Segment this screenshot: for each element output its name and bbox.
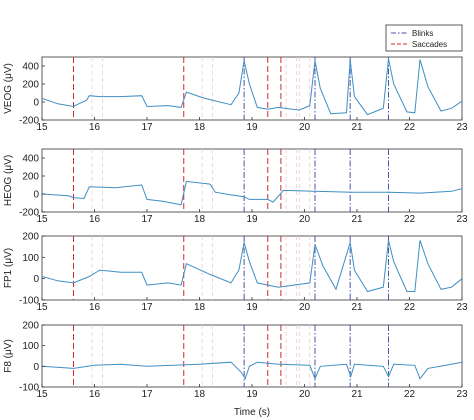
x-tick-label: 15: [36, 122, 48, 133]
legend-label: Saccades: [412, 40, 447, 49]
axes-frame: [41, 148, 463, 213]
x-tick-label: 19: [246, 389, 258, 400]
panel-3: 15 16 17 18 19 20 21 22 23 -100 0 100 200 FP1 (μV): [3, 232, 468, 314]
x-tick-label: 15: [36, 214, 48, 225]
x-tick-label: 16: [89, 302, 101, 313]
legend-box: [385, 24, 463, 52]
x-tick-label: 20: [299, 302, 311, 313]
panel-2: 15 16 17 18 19 20 21 22 23 -200 0 200 400 HEOG (μV): [3, 148, 468, 225]
y-tick-label: 0: [33, 362, 39, 373]
y-tick-label: -100: [19, 296, 39, 307]
y-tick-label: 400: [22, 62, 39, 73]
y-tick-label: 200: [22, 232, 39, 243]
x-tick-label: 18: [194, 302, 206, 313]
x-tick-label: 20: [299, 122, 311, 133]
legend-label: Blinks: [412, 29, 433, 38]
x-tick-label: 17: [141, 214, 153, 225]
y-tick-label: -200: [19, 116, 39, 127]
signal-line: [42, 240, 462, 293]
y-axis-title: HEOG (μV): [3, 155, 14, 206]
x-tick-label: 21: [351, 214, 363, 225]
legend: Blinks Saccades: [385, 24, 463, 52]
y-axis-title: VEOG (μV): [3, 63, 14, 114]
x-tick-label: 15: [36, 302, 48, 313]
signal-line: [42, 361, 462, 381]
x-tick-label: 16: [89, 389, 101, 400]
x-tick-label: 19: [246, 214, 258, 225]
x-tick-label: 22: [404, 389, 416, 400]
y-tick-label: 200: [22, 172, 39, 183]
x-tick-label: 20: [299, 214, 311, 225]
axes-frame: [41, 56, 463, 121]
axes-frame: [41, 324, 463, 388]
x-tick-label: 22: [404, 214, 416, 225]
x-tick-label: 18: [194, 214, 206, 225]
y-tick-label: 200: [22, 80, 39, 91]
x-tick-label: 18: [194, 122, 206, 133]
x-tick-label: 21: [351, 302, 363, 313]
x-tick-label: 16: [89, 214, 101, 225]
y-tick-label: 200: [22, 321, 39, 332]
x-tick-label: 23: [456, 389, 468, 400]
x-tick-label: 21: [351, 122, 363, 133]
x-tick-label: 17: [141, 122, 153, 133]
y-tick-label: -200: [19, 208, 39, 219]
x-tick-label: 18: [194, 389, 206, 400]
y-tick-label: 400: [22, 154, 39, 165]
x-tick-label: 20: [299, 389, 311, 400]
y-tick-label: 100: [22, 253, 39, 264]
x-tick-label: 21: [351, 389, 363, 400]
x-tick-label: 15: [36, 389, 48, 400]
y-tick-label: -100: [19, 383, 39, 394]
x-tick-label: 23: [456, 214, 468, 225]
y-tick-label: 0: [33, 274, 39, 285]
signal-line: [42, 180, 462, 206]
y-tick-label: 0: [33, 190, 39, 201]
panel-1: 15 16 17 18 19 20 21 22 23 -200 0 200 400 VEOG (μV): [3, 56, 468, 133]
x-axis-title: Time (s): [234, 407, 270, 418]
x-tick-label: 17: [141, 302, 153, 313]
y-tick-label: 0: [33, 98, 39, 109]
signal-line: [42, 58, 462, 116]
x-tick-label: 16: [89, 122, 101, 133]
y-axis-title: F8 (μV): [3, 339, 14, 373]
x-tick-label: 22: [404, 302, 416, 313]
x-tick-label: 17: [141, 389, 153, 400]
y-tick-label: 100: [22, 341, 39, 352]
x-tick-label: 19: [246, 122, 258, 133]
x-tick-label: 23: [456, 302, 468, 313]
x-tick-label: 23: [456, 122, 468, 133]
x-tick-label: 19: [246, 302, 258, 313]
y-axis-title: FP1 (μV): [3, 248, 14, 288]
panel-4: 15 16 17 18 19 20 21 22 23 -100 0 100 200 F8 (μV): [3, 321, 468, 401]
x-tick-label: 22: [404, 122, 416, 133]
